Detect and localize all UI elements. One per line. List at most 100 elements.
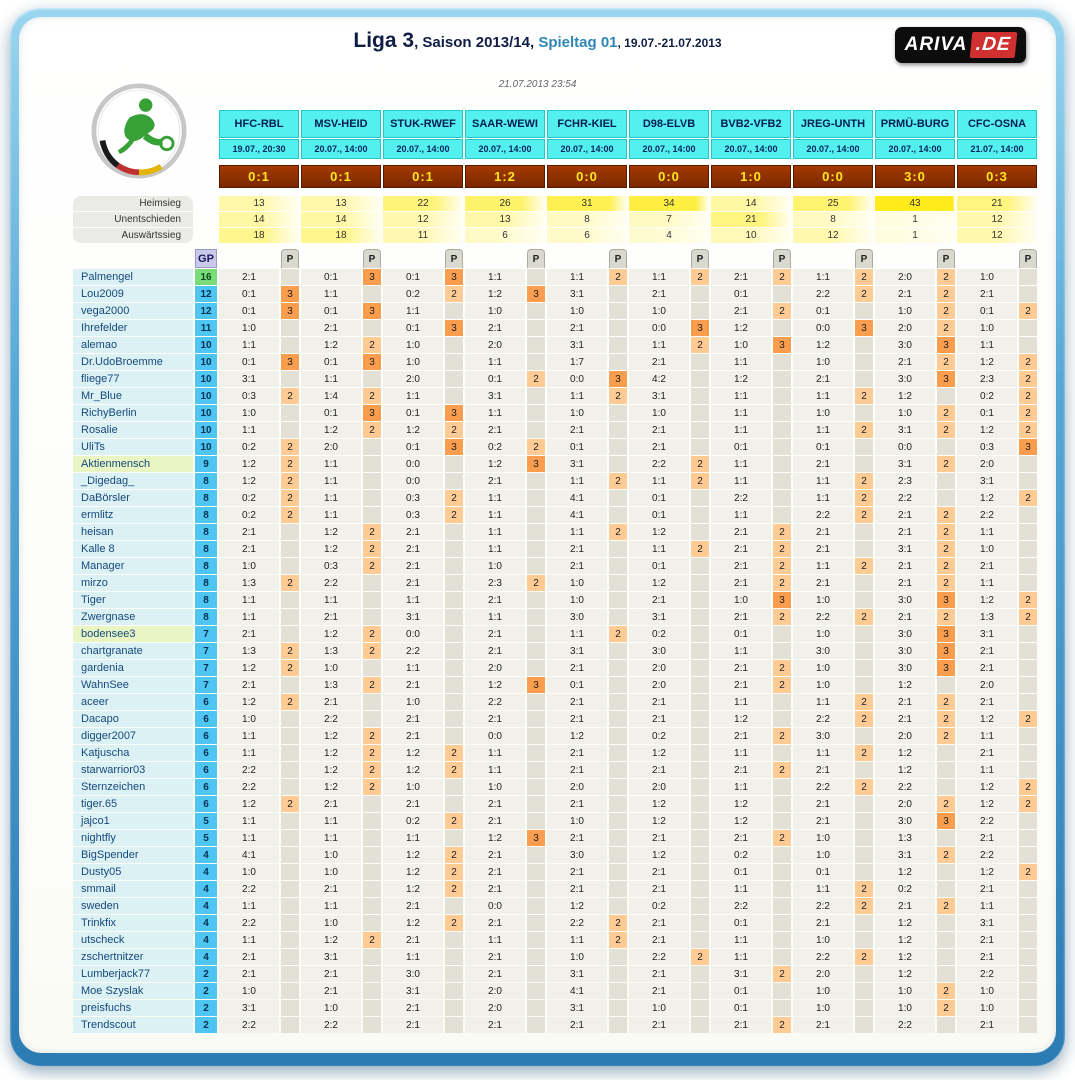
match-team[interactable]: CFC-OSNA (957, 110, 1037, 138)
stat-value: 22 (383, 196, 463, 211)
player-name[interactable]: Aktienmensch (73, 456, 193, 472)
points-cell (855, 932, 873, 948)
player-name[interactable]: zschertnitzer (73, 949, 193, 965)
points-cell: 2 (937, 524, 955, 540)
player-name[interactable]: alemao (73, 337, 193, 353)
points-cell (363, 439, 381, 455)
player-name[interactable]: smmail (73, 881, 193, 897)
tip-cell: 0:1 (957, 405, 1017, 421)
match-team[interactable]: BVB2-VFB2 (711, 110, 791, 138)
points-cell: 2 (445, 762, 463, 778)
match-team[interactable]: D98-ELVB (629, 110, 709, 138)
tip-cell: 2:1 (383, 1017, 443, 1033)
player-name[interactable]: Dusty05 (73, 864, 193, 880)
player-name[interactable]: Dacapo (73, 711, 193, 727)
ariva-logo[interactable]: ARIVA .DE (894, 27, 1026, 63)
tip-cell: 1:2 (957, 354, 1017, 370)
player-name[interactable]: Tiger (73, 592, 193, 608)
player-name[interactable]: Katjuscha (73, 745, 193, 761)
player-name[interactable]: RichyBerlin (73, 405, 193, 421)
player-name[interactable]: gardenia (73, 660, 193, 676)
player-name[interactable]: Palmengel (73, 269, 193, 285)
player-name[interactable]: chartgranate (73, 643, 193, 659)
player-name[interactable]: Lou2009 (73, 286, 193, 302)
points-cell: 2 (937, 898, 955, 914)
player-name[interactable]: sweden (73, 898, 193, 914)
player-name[interactable]: heisan (73, 524, 193, 540)
player-name[interactable]: preisfuchs (73, 1000, 193, 1016)
player-name[interactable]: Trinkfix (73, 915, 193, 931)
points-cell (773, 490, 791, 506)
player-name[interactable]: Trendscout (73, 1017, 193, 1033)
points-cell: 2 (609, 524, 627, 540)
player-name[interactable]: BigSpender (73, 847, 193, 863)
generated-timestamp: 21.07.2013 23:54 (498, 79, 577, 90)
player-name[interactable]: nightfly (73, 830, 193, 846)
player-name[interactable]: vega2000 (73, 303, 193, 319)
player-name[interactable]: Kalle 8 (73, 541, 193, 557)
match-team[interactable]: HFC-RBL (219, 110, 299, 138)
tip-cell: 0:1 (711, 439, 771, 455)
player-name[interactable]: mirzo (73, 575, 193, 591)
points-cell (363, 966, 381, 982)
match-team[interactable]: MSV-HEID (301, 110, 381, 138)
tip-cell: 1:1 (219, 592, 279, 608)
player-name[interactable]: digger2007 (73, 728, 193, 744)
player-name[interactable]: Sternzeichen (73, 779, 193, 795)
points-cell (527, 388, 545, 404)
player-name[interactable]: DaBörsler (73, 490, 193, 506)
player-name[interactable]: bodensee3 (73, 626, 193, 642)
player-name[interactable]: UliTs (73, 439, 193, 455)
tip-cell: 1:1 (383, 388, 443, 404)
tip-cell: 2:1 (629, 864, 689, 880)
points-cell (445, 711, 463, 727)
match-result: 0:0 (547, 165, 627, 188)
points-cell (691, 847, 709, 863)
player-name[interactable]: Dr.UdoBroemme (73, 354, 193, 370)
player-name[interactable]: Ihrefelder (73, 320, 193, 336)
points-cell (691, 626, 709, 642)
player-name[interactable]: fliege77 (73, 371, 193, 387)
tip-cell: 0:3 (301, 558, 361, 574)
player-name[interactable]: jajco1 (73, 813, 193, 829)
player-name[interactable]: Lumberjack77 (73, 966, 193, 982)
tip-cell: 0:3 (957, 439, 1017, 455)
points-cell: 2 (937, 405, 955, 421)
player-gp: 6 (195, 711, 217, 727)
tip-cell: 1:0 (629, 405, 689, 421)
player-name[interactable]: Zwergnase (73, 609, 193, 625)
player-name[interactable]: starwarrior03 (73, 762, 193, 778)
player-name[interactable]: Mr_Blue (73, 388, 193, 404)
tip-cell: 1:3 (957, 609, 1017, 625)
tip-cell: 2:2 (793, 507, 853, 523)
points-cell: 2 (773, 269, 791, 285)
match-result: 0:0 (793, 165, 873, 188)
player-name[interactable]: aceer (73, 694, 193, 710)
tip-cell: 2:1 (711, 303, 771, 319)
tip-cell: 1:2 (957, 796, 1017, 812)
tip-cell: 1:1 (547, 932, 607, 948)
points-cell (281, 422, 299, 438)
tip-cell: 2:1 (465, 813, 525, 829)
player-name[interactable]: WahnSee (73, 677, 193, 693)
player-name[interactable]: tiger.65 (73, 796, 193, 812)
match-team[interactable]: PRMÜ-BURG (875, 110, 955, 138)
tip-cell: 1:2 (711, 371, 771, 387)
player-name[interactable]: Manager (73, 558, 193, 574)
points-cell (1019, 1000, 1037, 1016)
points-cell: 2 (855, 269, 873, 285)
player-name[interactable]: utscheck (73, 932, 193, 948)
points-cell (773, 456, 791, 472)
match-team[interactable]: FCHR-KIEL (547, 110, 627, 138)
match-team[interactable]: SAAR-WEWI (465, 110, 545, 138)
match-team[interactable]: STUK-RWEF (383, 110, 463, 138)
points-cell (363, 371, 381, 387)
match-team[interactable]: JREG-UNTH (793, 110, 873, 138)
player-name[interactable]: _Digedag_ (73, 473, 193, 489)
points-cell (1019, 983, 1037, 999)
player-name[interactable]: ermlitz (73, 507, 193, 523)
player-name[interactable]: Rosalie (73, 422, 193, 438)
tip-cell: 2:0 (547, 779, 607, 795)
player-name[interactable]: Moe Szyslak (73, 983, 193, 999)
points-cell (937, 966, 955, 982)
